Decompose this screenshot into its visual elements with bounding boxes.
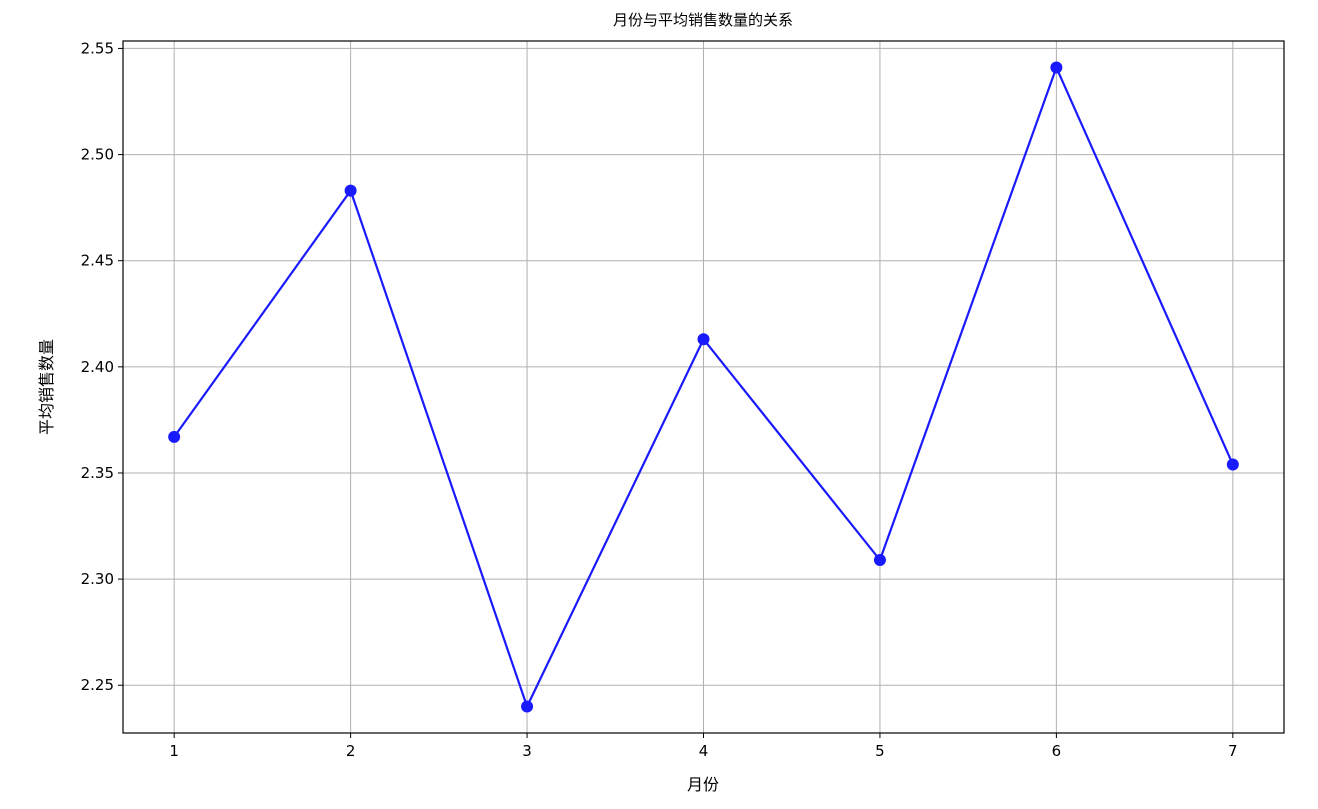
data-point [1050,61,1063,74]
data-point [344,184,357,197]
y-tick-label: 2.30 [81,570,114,588]
y-tick-label: 2.50 [81,146,114,164]
y-axis: 2.25 2.30 2.35 2.40 2.45 2.50 2.55 [81,39,123,694]
x-axis: 1 2 3 4 5 6 7 [169,733,1238,760]
x-tick-label: 1 [169,742,179,760]
x-tick-label: 5 [875,742,885,760]
data-point [521,700,534,713]
y-tick-label: 2.55 [81,39,114,57]
x-axis-label: 月份 [687,775,719,794]
data-point [168,430,181,443]
series-group [168,61,1239,713]
x-tick-label: 2 [346,742,356,760]
data-point [873,554,886,566]
y-tick-label: 2.45 [81,252,114,270]
data-point [1226,458,1239,471]
grid-lines [123,41,1284,733]
x-tick-label: 6 [1052,742,1062,760]
y-axis-label: 平均销售数量 [37,339,56,435]
data-point [697,333,710,346]
x-tick-label: 3 [522,742,532,760]
y-tick-label: 2.25 [81,676,114,694]
chart-title: 月份与平均销售数量的关系 [613,11,793,29]
y-tick-label: 2.40 [81,358,114,376]
x-tick-label: 7 [1228,742,1238,760]
y-tick-label: 2.35 [81,464,114,482]
x-tick-label: 4 [699,742,709,760]
